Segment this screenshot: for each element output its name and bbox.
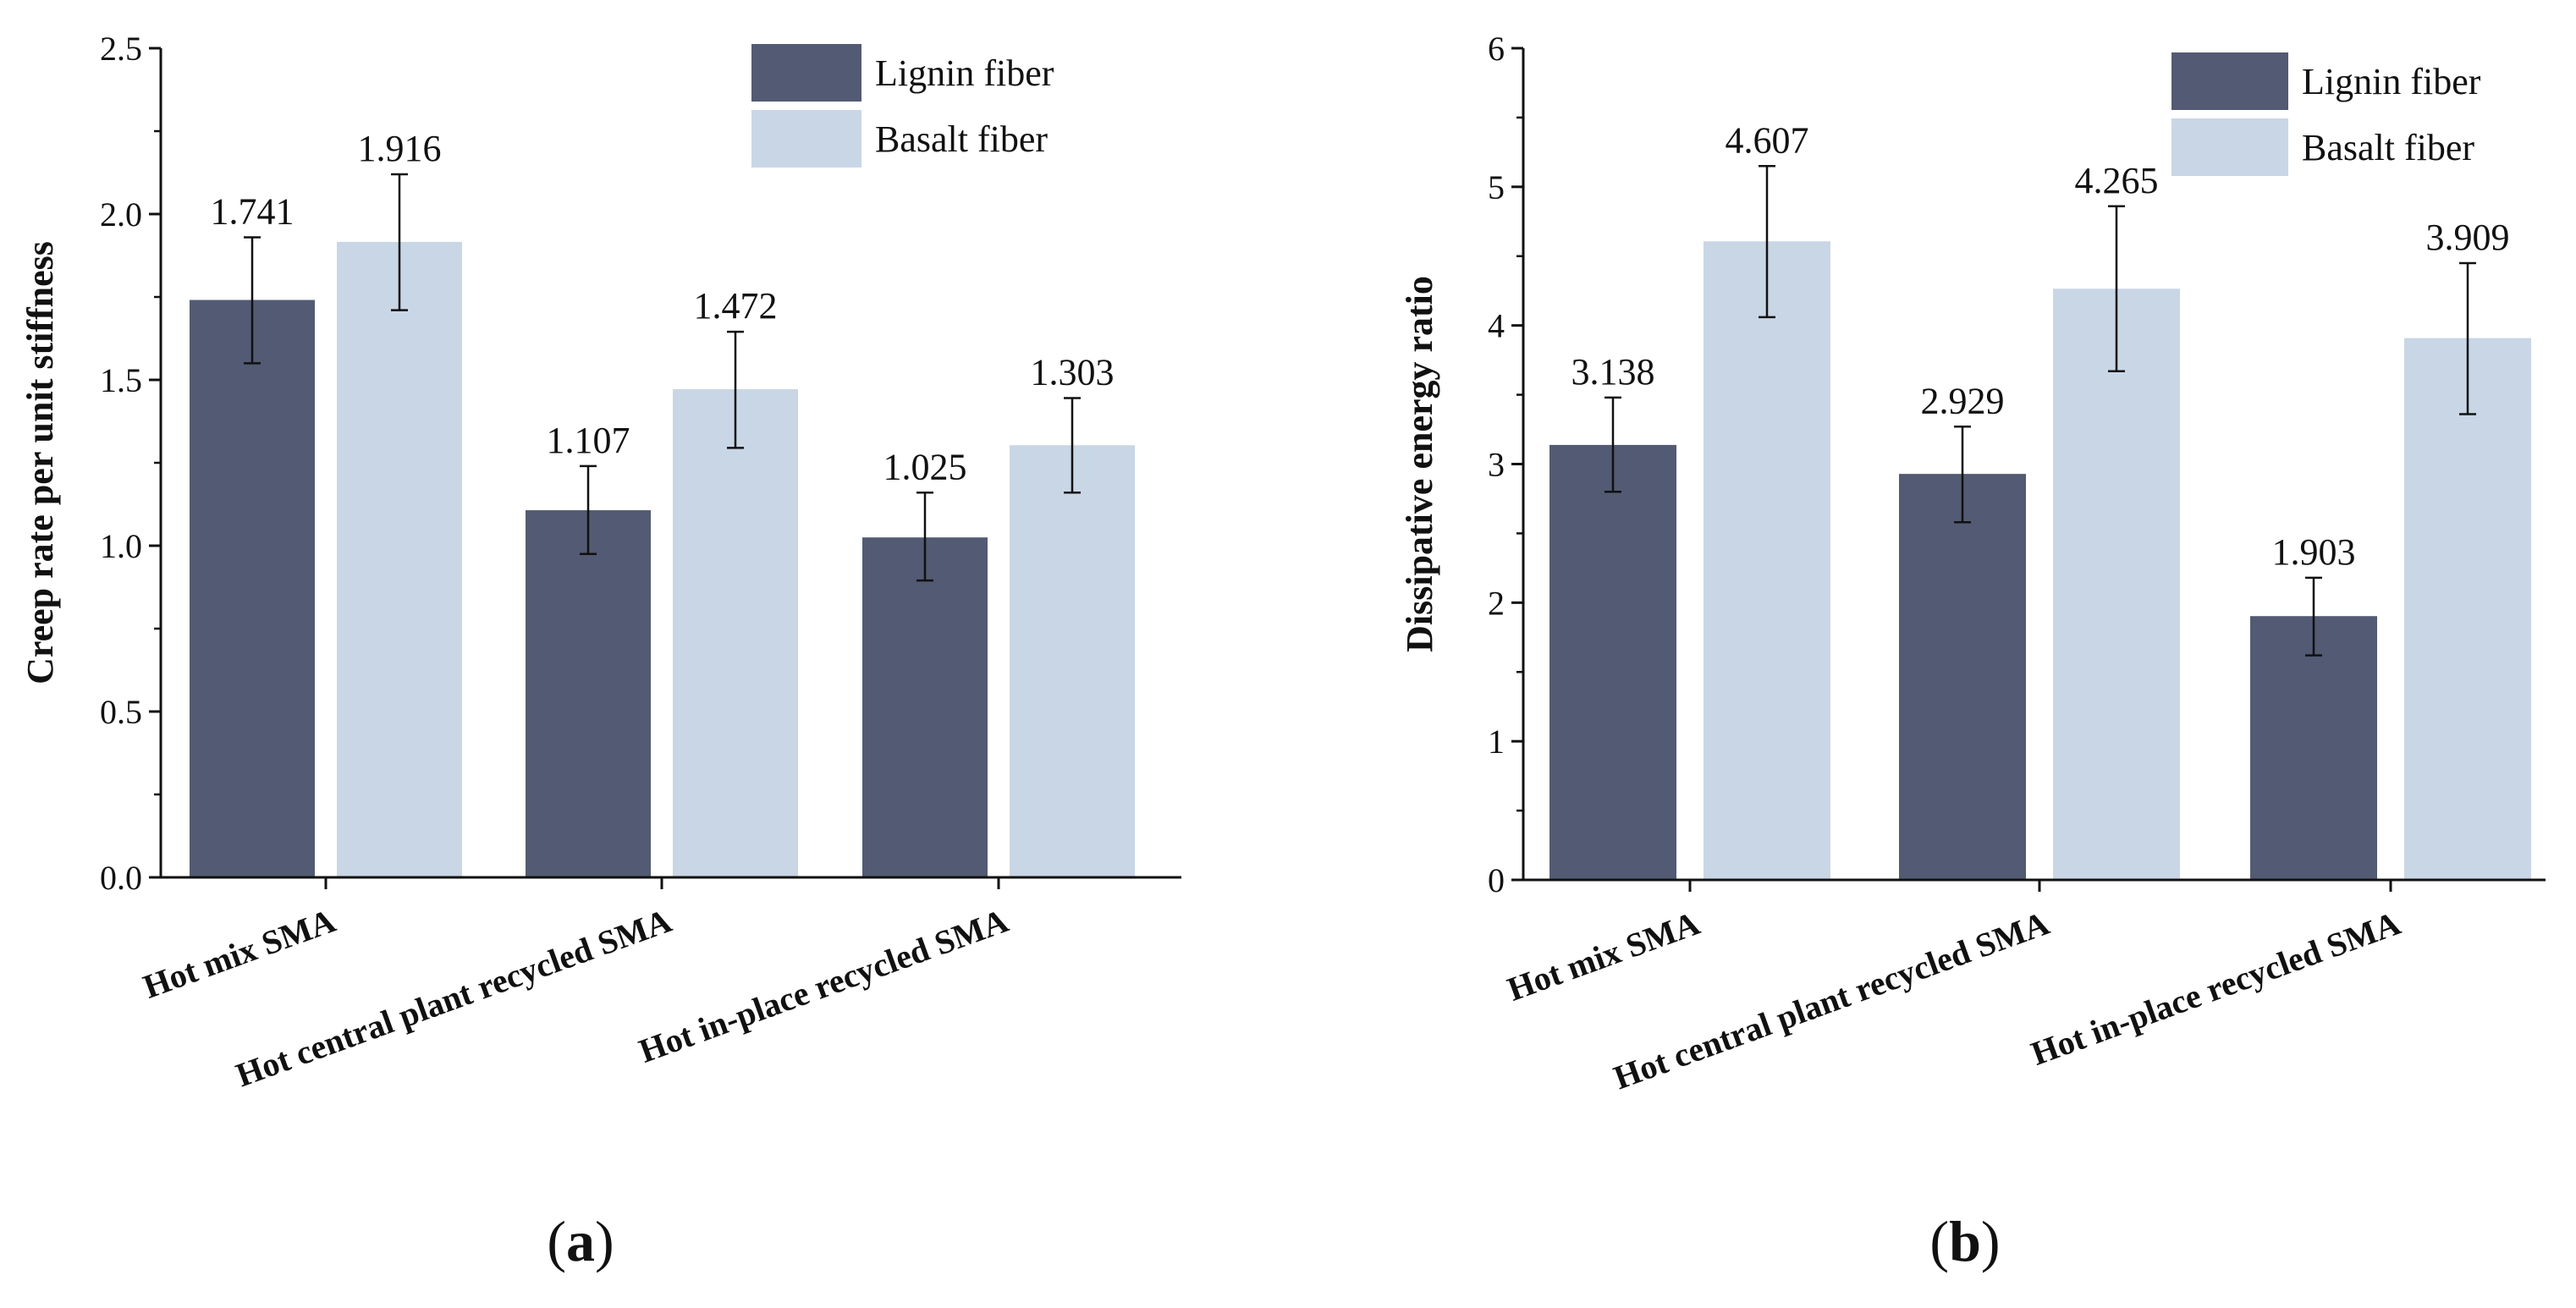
- y-axis-label-a: Creep rate per unit stiffness: [19, 241, 61, 684]
- error-bar-a-lignin-1: [580, 464, 597, 556]
- y-tick-label-a-2: 1.0: [100, 527, 142, 565]
- error-bar-b-basalt-0: [1759, 165, 1775, 319]
- category-label-b-0: Hot mix SMA: [1502, 904, 1704, 1008]
- y-tick-label-a-1: 0.5: [100, 693, 142, 731]
- error-bar-a-lignin-0: [244, 236, 261, 365]
- panel-b-chart: 3.138 2.929 1.903 4.607 4.265 3.909 0 1 2 3 4 5 6 Hot…: [1399, 30, 2546, 1273]
- legend-b: Lignin fiber Basalt fiber: [2171, 52, 2481, 176]
- data-label-b-lignin-2: 1.903: [2272, 531, 2356, 573]
- y-tick-label-a-3: 1.5: [100, 361, 142, 399]
- data-label-a-lignin-0: 1.741: [211, 190, 294, 232]
- bar-a-basalt-2: [1010, 445, 1135, 877]
- legend-label-b-lignin: Lignin fiber: [2302, 61, 2481, 102]
- y-tick-label-a-0: 0.0: [100, 859, 142, 897]
- legend-swatch-a-basalt: [751, 110, 861, 168]
- legend-swatch-b-basalt: [2171, 118, 2288, 176]
- error-bar-a-lignin-2: [916, 492, 933, 582]
- panel-label-b: (b): [1929, 1209, 2000, 1273]
- y-axis-label-b: Dissipative energy ratio: [1399, 276, 1440, 652]
- bar-b-basalt-2: [2404, 338, 2531, 880]
- y-tick-label-b-2: 2: [1488, 584, 1505, 622]
- legend-label-b-basalt: Basalt fiber: [2302, 127, 2474, 168]
- data-label-b-lignin-1: 2.929: [1921, 380, 2005, 421]
- category-label-a-0: Hot mix SMA: [138, 901, 340, 1006]
- data-label-a-basalt-1: 1.472: [694, 285, 778, 327]
- bar-b-lignin-0: [1549, 444, 1676, 880]
- bar-b-basalt-1: [2053, 289, 2180, 880]
- data-label-a-lignin-1: 1.107: [547, 420, 630, 461]
- data-label-a-basalt-0: 1.916: [358, 128, 442, 169]
- panel-a-chart: 1.741 1.107 1.025 1.916 1.472 1.303 0.0 0.5 1.0 1…: [19, 30, 1181, 1273]
- data-label-a-basalt-2: 1.303: [1031, 352, 1115, 393]
- data-label-b-lignin-0: 3.138: [1571, 351, 1655, 393]
- error-bar-a-basalt-0: [391, 173, 408, 311]
- legend-label-a-basalt: Basalt fiber: [875, 118, 1048, 160]
- data-label-b-basalt-1: 4.265: [2075, 160, 2159, 201]
- bar-b-lignin-1: [1899, 474, 2026, 880]
- y-tick-label-b-3: 3: [1488, 446, 1505, 484]
- y-tick-label-b-0: 0: [1488, 861, 1505, 899]
- category-label-b-2: Hot in-place recycled SMA: [2026, 904, 2405, 1073]
- y-tick-label-a-4: 2.0: [100, 195, 142, 234]
- error-bar-b-basalt-1: [2108, 205, 2125, 372]
- error-bar-a-basalt-1: [727, 330, 744, 449]
- legend-label-a-lignin: Lignin fiber: [875, 52, 1054, 94]
- error-bar-b-lignin-0: [1604, 396, 1621, 493]
- y-tick-label-b-4: 4: [1488, 307, 1505, 345]
- category-label-a-2: Hot in-place recycled SMA: [634, 901, 1013, 1070]
- y-tick-label-b-5: 5: [1488, 168, 1505, 206]
- legend-swatch-b-lignin: [2171, 52, 2288, 110]
- error-bar-a-basalt-2: [1064, 397, 1081, 494]
- bar-a-basalt-0: [337, 241, 462, 878]
- data-label-b-basalt-2: 3.909: [2426, 217, 2510, 258]
- panel-label-a: (a): [547, 1209, 614, 1273]
- bar-b-basalt-0: [1704, 241, 1830, 880]
- bar-b-lignin-2: [2250, 616, 2377, 880]
- bar-a-lignin-0: [190, 300, 315, 877]
- legend-a: Lignin fiber Basalt fiber: [751, 44, 1054, 168]
- y-tick-label-a-5: 2.5: [100, 30, 142, 68]
- data-label-a-lignin-2: 1.025: [883, 446, 967, 487]
- bar-a-lignin-1: [526, 510, 651, 877]
- error-bar-b-lignin-1: [1954, 426, 1971, 524]
- data-label-b-basalt-0: 4.607: [1726, 119, 1809, 161]
- legend-swatch-a-lignin: [751, 44, 861, 102]
- y-tick-label-b-6: 6: [1488, 30, 1505, 68]
- error-bar-b-basalt-2: [2459, 261, 2476, 415]
- y-tick-label-b-1: 1: [1488, 723, 1505, 761]
- bar-a-lignin-2: [862, 537, 988, 877]
- error-bar-b-lignin-2: [2305, 576, 2322, 657]
- bar-a-basalt-1: [673, 388, 798, 877]
